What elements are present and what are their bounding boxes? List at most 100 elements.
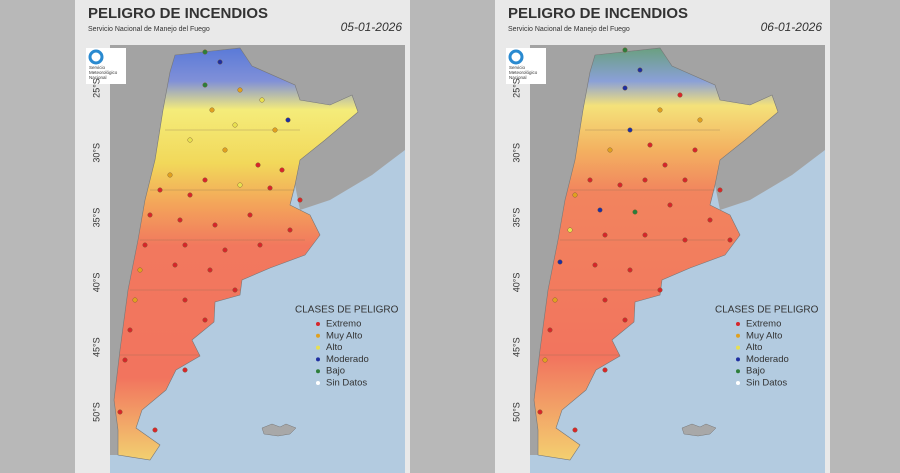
- legend-dot: [316, 381, 320, 385]
- station-dot: [622, 47, 628, 53]
- map-panel: PELIGRO DE INCENDIOS Servicio Nacional de…: [495, 0, 830, 473]
- station-dot: [682, 177, 688, 183]
- station-dot: [297, 197, 303, 203]
- legend-label: Bajo: [326, 366, 345, 377]
- map-subtitle: Servicio Nacional de Manejo del Fuego: [88, 26, 210, 33]
- latitude-label: 30°S: [91, 143, 101, 163]
- map-title: PELIGRO DE INCENDIOS: [88, 5, 268, 22]
- station-dot: [647, 142, 653, 148]
- station-dot: [182, 297, 188, 303]
- argentina: [113, 47, 359, 461]
- station-dot: [259, 97, 265, 103]
- logo-text: Servicio: [89, 65, 106, 70]
- station-dot: [187, 192, 193, 198]
- legend-label: Muy Alto: [326, 330, 362, 341]
- station-dot: [602, 232, 608, 238]
- station-dot: [172, 262, 178, 268]
- legend-label: Moderado: [326, 354, 369, 365]
- map-panel: PELIGRO DE INCENDIOS Servicio Nacional de…: [75, 0, 410, 473]
- station-dot: [142, 242, 148, 248]
- latitude-label: 45°S: [91, 337, 101, 357]
- legend-label: Alto: [326, 342, 342, 353]
- latitude-label: 40°S: [511, 273, 521, 293]
- logo-text: Meteorológico: [89, 70, 118, 75]
- legend-label: Sin Datos: [746, 378, 787, 389]
- legend-dot: [736, 357, 740, 362]
- station-dot: [622, 317, 628, 323]
- station-dot: [547, 327, 553, 333]
- station-dot: [627, 267, 633, 273]
- latitude-label: 50°S: [511, 402, 521, 422]
- station-dot: [117, 409, 123, 415]
- station-dot: [617, 182, 623, 188]
- latitude-label: 30°S: [511, 143, 521, 163]
- station-dot: [572, 427, 578, 433]
- station-dot: [552, 297, 558, 303]
- station-dot: [667, 202, 673, 208]
- station-dot: [202, 82, 208, 88]
- station-dot: [642, 232, 648, 238]
- station-dot: [717, 187, 723, 193]
- station-dot: [182, 367, 188, 373]
- legend-dot: [736, 345, 740, 350]
- legend-dot: [316, 369, 320, 374]
- legend-label: Sin Datos: [326, 378, 367, 389]
- station-dot: [602, 297, 608, 303]
- station-dot: [202, 177, 208, 183]
- station-dot: [632, 209, 638, 215]
- station-dot: [285, 117, 291, 123]
- station-dot: [152, 427, 158, 433]
- legend-dot: [736, 333, 740, 338]
- legend-title: CLASES DE PELIGRO: [295, 305, 399, 316]
- latitude-label: 35°S: [511, 208, 521, 228]
- station-dot: [267, 185, 273, 191]
- logo-box: [86, 48, 126, 84]
- legend-label: Bajo: [746, 366, 765, 377]
- map-date: 05-01-2026: [341, 20, 403, 34]
- station-dot: [607, 147, 613, 153]
- station-dot: [592, 262, 598, 268]
- legend-label: Muy Alto: [746, 330, 782, 341]
- station-dot: [167, 172, 173, 178]
- station-dot: [122, 357, 128, 363]
- logo-text: Nacional: [89, 75, 107, 80]
- station-dot: [697, 117, 703, 123]
- station-dot: [217, 59, 223, 65]
- malvinas: [681, 423, 717, 437]
- latitude-label: 45°S: [511, 337, 521, 357]
- station-dot: [542, 357, 548, 363]
- legend-label: Alto: [746, 342, 762, 353]
- logo-box: [506, 48, 546, 84]
- legend-dot: [736, 322, 740, 326]
- legend-dot: [316, 345, 320, 350]
- station-dot: [272, 127, 278, 133]
- station-dot: [642, 177, 648, 183]
- station-dot: [222, 147, 228, 153]
- station-dot: [237, 87, 243, 93]
- logo-mark: [88, 49, 104, 65]
- legend-label: Extremo: [746, 319, 781, 330]
- station-dot: [187, 137, 193, 143]
- map-title: PELIGRO DE INCENDIOS: [508, 5, 688, 22]
- map-subtitle: Servicio Nacional de Manejo del Fuego: [508, 26, 630, 33]
- station-dot: [597, 207, 603, 213]
- latitude-label: 35°S: [91, 208, 101, 228]
- argentina: [533, 47, 779, 461]
- station-dot: [237, 182, 243, 188]
- station-dot: [132, 297, 138, 303]
- legend-label: Moderado: [746, 354, 789, 365]
- station-dot: [682, 237, 688, 243]
- station-dot: [707, 217, 713, 223]
- legend-label: Extremo: [326, 319, 361, 330]
- station-dot: [127, 327, 133, 333]
- legend-dot: [316, 357, 320, 362]
- logo-text: Servicio: [509, 65, 526, 70]
- map-date: 06-01-2026: [761, 20, 823, 34]
- station-dot: [207, 267, 213, 273]
- station-dot: [279, 167, 285, 173]
- latitude-label: 25°S: [91, 78, 101, 98]
- neighbour-land: [110, 45, 405, 455]
- latitude-label: 25°S: [511, 78, 521, 98]
- latitude-label: 50°S: [91, 402, 101, 422]
